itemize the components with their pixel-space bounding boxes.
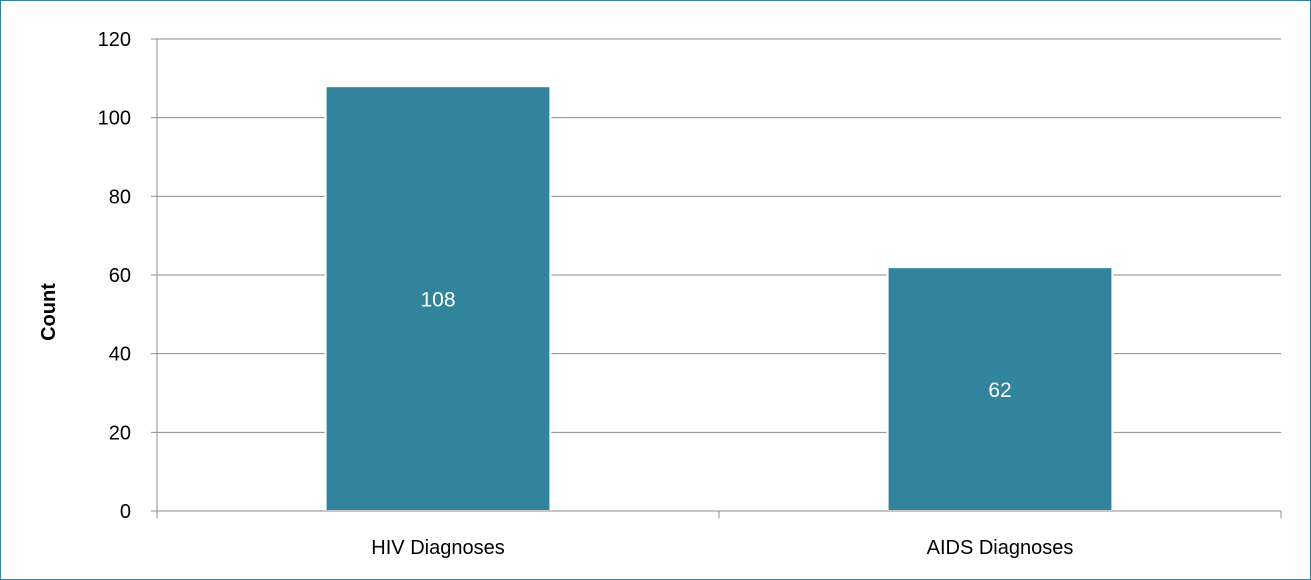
y-tick-label-100: 100 (98, 108, 131, 130)
data-label-hiv-diagnoses: 108 (420, 289, 455, 312)
labels: 0 20 40 60 80 100 120 108 HIV Diagnoses 62 AIDS Di… (98, 29, 1074, 559)
bar-aids-diagnoses (886, 266, 1114, 512)
axes (151, 38, 1282, 518)
y-tick-label-80: 80 (109, 186, 131, 208)
x-tick-label-aids-diagnoses: AIDS Diagnoses (927, 537, 1074, 559)
y-tick-label-120: 120 (98, 29, 131, 51)
y-tick-label-0: 0 (120, 501, 131, 523)
y-tick-label-20: 20 (109, 422, 131, 444)
bars (324, 85, 1114, 512)
y-axis-title: Count (38, 283, 60, 341)
data-label-aids-diagnoses: 62 (988, 379, 1011, 402)
y-tick-label-40: 40 (109, 344, 131, 366)
x-tick-label-hiv-diagnoses: HIV Diagnoses (371, 537, 504, 559)
y-tick-label-60: 60 (109, 265, 131, 287)
